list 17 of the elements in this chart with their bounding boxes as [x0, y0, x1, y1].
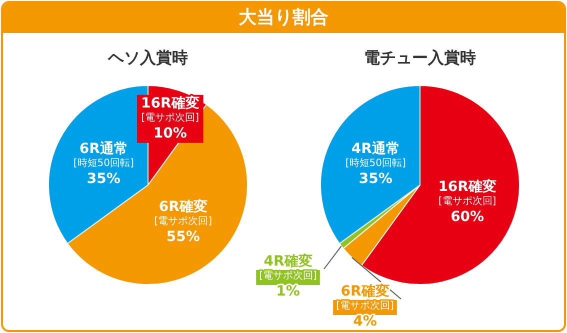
data-label: 35% [358, 171, 392, 188]
slice-label: 6R通常 [時短50回転] [73, 140, 134, 170]
data-label: 35% [86, 171, 120, 188]
data-label: 10% [153, 126, 187, 142]
slice-label: 4R通常 [時短50回転] [345, 140, 406, 170]
data-label: 4% [353, 314, 377, 330]
slice-label: 6R確変 [電サポ次回] [336, 282, 394, 312]
data-label: 60% [450, 209, 484, 226]
text: 大当り割合 [3, 3, 564, 33]
chart-title: ヘソ入賞時 [106, 48, 189, 69]
data-label: 1% [276, 284, 300, 300]
slice-label: 16R確変 [電サポ次回] [141, 94, 200, 124]
slice-label: 4R確変 [電サポ次回] [259, 252, 317, 282]
chart-title: 電チュー入賞時 [363, 48, 477, 69]
slice-label: 6R確変 [電サポ次回] [154, 198, 212, 227]
slice-label: 16R確変 [電サポ次回] [438, 178, 496, 207]
data-label: 55% [166, 228, 200, 245]
